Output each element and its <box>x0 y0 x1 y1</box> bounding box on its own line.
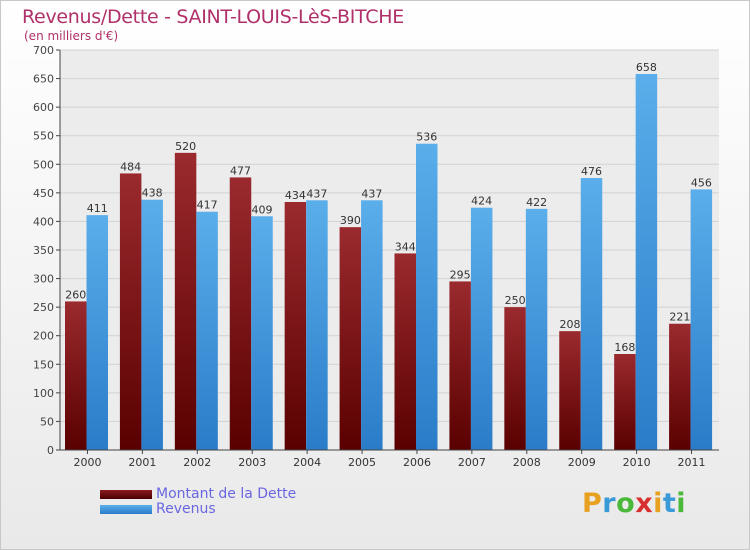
x-tick-label: 2000 <box>73 456 101 469</box>
logo-letter: P <box>582 488 603 519</box>
y-tick-label: 450 <box>33 187 54 200</box>
x-tick-label: 2006 <box>403 456 431 469</box>
y-tick-label: 400 <box>33 215 54 228</box>
logo-letter: t <box>662 488 677 519</box>
proxiti-logo: Proxiti <box>582 488 686 519</box>
legend-label-dette: Montant de la Dette <box>156 486 297 502</box>
bar-revenus <box>361 200 383 450</box>
bar-dette <box>174 152 197 450</box>
data-label-dette: 434 <box>285 189 306 202</box>
data-label-revenus: 456 <box>691 176 712 189</box>
data-label-revenus: 437 <box>306 187 327 200</box>
bar-dette <box>614 354 636 450</box>
y-tick-label: 300 <box>33 273 54 286</box>
y-tick-label: 350 <box>33 244 54 257</box>
data-label-dette: 208 <box>560 318 581 331</box>
chart-title: Revenus/Dette - SAINT-LOUIS-LèS-BITCHE <box>22 6 404 28</box>
data-label-dette: 477 <box>230 164 251 177</box>
data-label-dette: 295 <box>450 268 471 281</box>
data-label-dette: 520 <box>175 140 196 153</box>
data-label-revenus: 411 <box>87 202 108 215</box>
bar-revenus <box>416 143 438 450</box>
y-tick-label: 100 <box>33 387 54 400</box>
bar-dette <box>504 307 526 450</box>
y-tick-label: 250 <box>33 301 54 314</box>
bar-dette <box>339 227 362 450</box>
data-label-revenus: 424 <box>471 195 492 208</box>
bar-revenus <box>690 189 713 450</box>
data-label-revenus: 536 <box>416 131 437 144</box>
bar-dette <box>229 177 252 450</box>
bar-revenus <box>196 211 218 450</box>
bar-dette <box>119 173 142 450</box>
bar-dette <box>449 281 471 450</box>
chart-subtitle: (en milliers d'€) <box>24 29 119 43</box>
x-tick-label: 2011 <box>678 456 706 469</box>
bar-revenus <box>141 199 163 450</box>
x-tick-label: 2007 <box>458 456 486 469</box>
bar-revenus <box>635 74 658 450</box>
data-label-dette: 250 <box>505 294 526 307</box>
bar-revenus <box>525 208 548 450</box>
bar-dette <box>394 253 416 450</box>
bar-revenus <box>86 215 108 450</box>
data-label-dette: 390 <box>340 214 361 227</box>
bar-dette <box>65 301 87 450</box>
bar-dette <box>284 202 307 450</box>
bar-revenus <box>306 200 328 450</box>
data-label-dette: 344 <box>395 240 416 253</box>
data-label-revenus: 422 <box>526 196 547 209</box>
y-tick-label: 0 <box>47 444 54 457</box>
bar-revenus <box>470 207 493 450</box>
bar-dette <box>559 331 581 450</box>
y-tick-label: 500 <box>33 158 54 171</box>
logo-letter: x <box>635 488 654 519</box>
data-label-revenus: 438 <box>142 187 163 200</box>
y-tick-label: 700 <box>33 44 54 57</box>
x-tick-label: 2005 <box>348 456 376 469</box>
bar-dette <box>669 323 691 450</box>
x-tick-label: 2002 <box>183 456 211 469</box>
data-label-dette: 484 <box>120 160 141 173</box>
x-tick-label: 2010 <box>623 456 651 469</box>
y-tick-label: 650 <box>33 73 54 86</box>
data-label-revenus: 658 <box>636 61 657 74</box>
y-tick-label: 200 <box>33 330 54 343</box>
logo-letter: o <box>616 488 636 519</box>
data-label-revenus: 417 <box>197 199 218 212</box>
bar-revenus <box>251 216 273 450</box>
data-label-revenus: 437 <box>361 187 382 200</box>
legend-swatch-dette <box>100 490 152 499</box>
y-tick-label: 150 <box>33 358 54 371</box>
data-label-dette: 221 <box>669 311 690 324</box>
data-label-revenus: 476 <box>581 165 602 178</box>
x-tick-label: 2004 <box>293 456 321 469</box>
x-tick-label: 2003 <box>238 456 266 469</box>
legend-label-revenus: Revenus <box>156 501 216 517</box>
y-tick-label: 550 <box>33 130 54 143</box>
x-tick-label: 2009 <box>568 456 596 469</box>
logo-letter: i <box>676 488 687 519</box>
data-label-revenus: 409 <box>252 203 273 216</box>
x-tick-label: 2001 <box>128 456 156 469</box>
legend-swatch-revenus <box>100 505 152 514</box>
y-tick-label: 600 <box>33 101 54 114</box>
logo-letter: r <box>602 488 617 519</box>
data-label-dette: 168 <box>614 341 635 354</box>
data-label-dette: 260 <box>65 288 86 301</box>
y-tick-label: 50 <box>40 415 54 428</box>
x-tick-label: 2008 <box>513 456 541 469</box>
logo-letter: i <box>653 488 663 519</box>
bar-revenus <box>580 178 603 450</box>
